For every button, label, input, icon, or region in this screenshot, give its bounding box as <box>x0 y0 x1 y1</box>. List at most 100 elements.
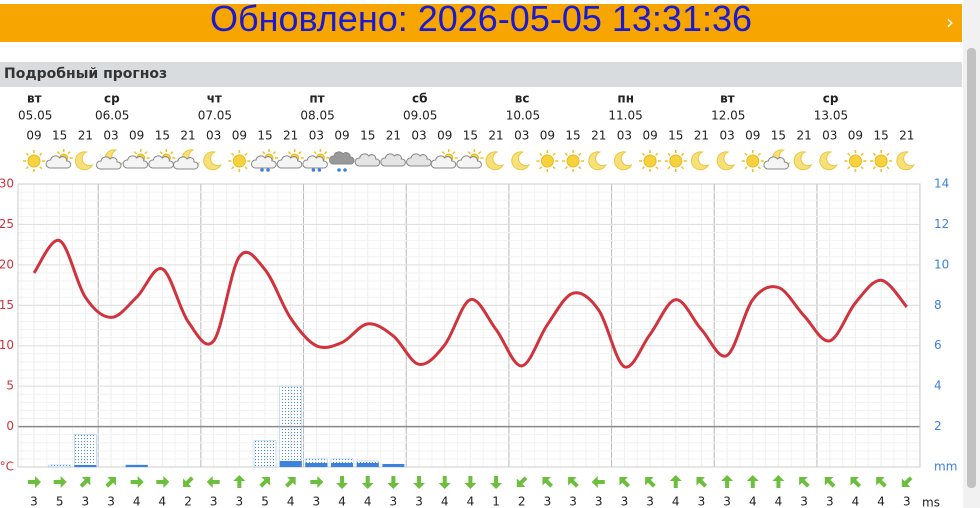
sun-ray <box>539 152 543 156</box>
day-name: вт <box>720 92 735 106</box>
day-date: 11.05 <box>608 109 642 123</box>
arrow <box>285 477 296 488</box>
cloud <box>329 151 355 165</box>
wind-speed: 3 <box>313 495 321 508</box>
arrow <box>746 475 759 488</box>
sun-ray <box>578 166 582 170</box>
wind-speed: 4 <box>441 495 449 508</box>
wind-unit: ms <box>922 496 940 508</box>
sun <box>566 154 580 168</box>
y2-tick-label: mm <box>934 460 957 474</box>
weather-icon <box>148 149 176 169</box>
wind-arrow <box>645 477 656 488</box>
weather-icon <box>203 151 222 171</box>
time-label: 21 <box>899 129 914 143</box>
sun-ray <box>757 152 762 156</box>
sun-ray <box>262 151 266 155</box>
arrow <box>233 475 246 488</box>
wind-speed: 3 <box>646 495 654 508</box>
weather-icon <box>536 150 559 172</box>
time-label: 21 <box>796 129 811 143</box>
sun-ray <box>641 152 645 156</box>
wind-arrow <box>310 476 324 488</box>
time-label: 21 <box>180 129 195 143</box>
scroll-thumb[interactable] <box>967 48 976 488</box>
wind-speed: 4 <box>338 495 346 508</box>
time-label: 15 <box>565 129 580 143</box>
sun-ray <box>67 151 71 155</box>
weather-icon <box>228 150 251 172</box>
sun-ray <box>25 166 29 170</box>
header-bar[interactable]: Обновлено: 2026-05-05 13:31:36 › <box>0 0 962 42</box>
y-tick-label: 10 <box>0 338 14 352</box>
arrow <box>490 476 503 489</box>
wind-speed: 4 <box>877 495 885 508</box>
sun-ray <box>56 151 60 155</box>
wind-speed: 3 <box>30 495 38 508</box>
wind-arrow <box>53 476 67 488</box>
wind-arrow <box>696 477 708 488</box>
wind-speed: 4 <box>852 495 860 508</box>
wind-arrow <box>850 477 862 488</box>
rain-drop <box>343 168 347 172</box>
moon <box>896 151 915 171</box>
scrollbar[interactable] <box>963 0 980 508</box>
precip-bar <box>382 463 405 467</box>
time-label: 09 <box>437 129 452 143</box>
weather-icon <box>329 151 355 172</box>
weather-icon <box>793 151 813 171</box>
wind-speed: 3 <box>698 495 706 508</box>
time-label: 15 <box>463 129 478 143</box>
sun <box>874 154 888 168</box>
weather-icon <box>456 149 484 169</box>
y2-tick-label: 6 <box>934 338 942 352</box>
sun-ray <box>170 151 174 155</box>
wind-arrow <box>591 476 605 488</box>
time-label: 09 <box>334 129 349 143</box>
sun-ray <box>272 151 276 155</box>
sun-ray <box>667 166 671 170</box>
time-label: 09 <box>540 129 555 143</box>
moon <box>819 151 838 171</box>
moon <box>588 151 607 171</box>
arrow <box>516 476 528 487</box>
cloud <box>406 153 432 167</box>
wind-arrow <box>901 476 913 487</box>
arrow <box>772 475 785 488</box>
weather-icon <box>741 150 764 172</box>
arrow <box>336 476 349 489</box>
moon <box>485 151 505 171</box>
wind-arrow <box>799 477 810 488</box>
day-name: ср <box>823 92 839 106</box>
time-label: 15 <box>360 129 375 143</box>
sun-ray <box>231 152 235 156</box>
rain-drop <box>260 168 264 172</box>
cloud <box>302 155 328 169</box>
wind-speed: 4 <box>133 495 141 508</box>
wind-speed: 3 <box>569 495 577 508</box>
arrow <box>79 477 91 488</box>
day-name: чт <box>207 92 222 106</box>
chevron[interactable]: › <box>946 10 954 34</box>
wind-speed: 3 <box>826 495 834 508</box>
wind-arrow <box>438 476 451 489</box>
wind-speed: 4 <box>749 495 757 508</box>
sun-ray <box>860 166 864 170</box>
sun-ray <box>324 151 328 155</box>
sun-ray <box>667 152 671 156</box>
time-label: 15 <box>257 129 272 143</box>
arrow <box>591 476 605 488</box>
weather-icon <box>763 149 791 170</box>
precip-bar <box>74 464 97 467</box>
time-label: 21 <box>488 129 503 143</box>
sun-ray <box>552 166 556 170</box>
cloud <box>251 155 277 169</box>
wind-arrow <box>79 477 91 488</box>
moon <box>793 151 813 171</box>
wind-arrow <box>387 476 400 489</box>
arrow <box>542 477 554 488</box>
sun <box>540 154 554 168</box>
sun-ray <box>452 151 456 155</box>
sun-ray <box>860 152 864 156</box>
